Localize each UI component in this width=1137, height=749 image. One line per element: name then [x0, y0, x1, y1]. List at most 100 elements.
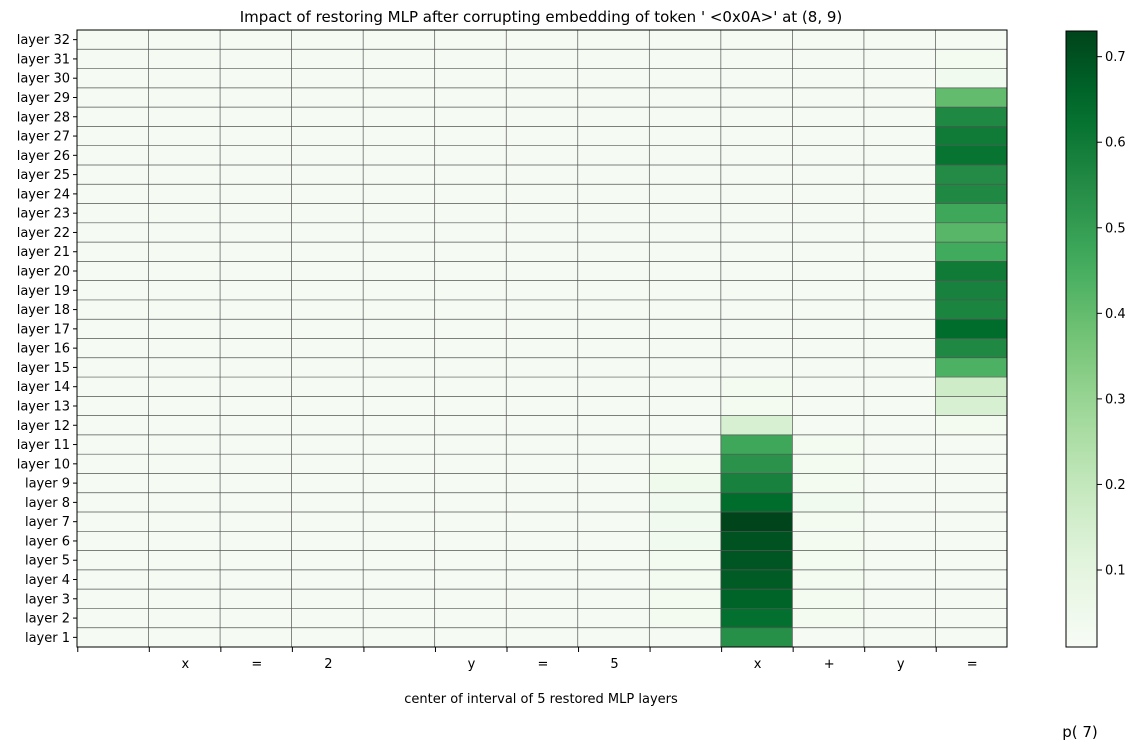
heatmap-cell	[291, 68, 364, 89]
x-tick-label: =	[967, 657, 978, 672]
heatmap-cell	[720, 299, 793, 320]
heatmap-cell	[77, 242, 150, 262]
heatmap-cell	[863, 222, 936, 243]
heatmap-cell	[935, 87, 1008, 108]
colorbar-tick-label: 0.6	[1105, 136, 1126, 151]
heatmap-cell	[506, 126, 579, 147]
heatmap-cell	[506, 203, 579, 224]
heatmap-cell	[148, 126, 221, 147]
heatmap-cell	[792, 261, 865, 282]
y-tick-label: layer 32	[17, 33, 70, 48]
heatmap-cell	[863, 87, 936, 108]
heatmap-cell	[291, 396, 364, 417]
heatmap-cell	[220, 531, 293, 552]
heatmap-cell	[506, 261, 579, 282]
plot-frame	[76, 29, 1008, 648]
heatmap-cell	[77, 222, 150, 243]
y-tick-label: layer 17	[17, 322, 70, 337]
heatmap-cell	[506, 338, 579, 359]
heatmap-cell	[577, 319, 650, 339]
heatmap-cell	[291, 589, 364, 609]
heatmap-cell	[935, 164, 1008, 185]
heatmap-cell	[935, 531, 1008, 552]
heatmap-cell	[363, 87, 436, 108]
heatmap-cell	[77, 492, 150, 513]
heatmap-cell	[792, 203, 865, 224]
heatmap-cell	[720, 87, 793, 108]
heatmap-cell	[577, 164, 650, 185]
heatmap-cell	[863, 164, 936, 185]
heatmap-cell	[506, 164, 579, 185]
heatmap-cell	[148, 107, 221, 127]
heatmap-cell	[792, 589, 865, 609]
heatmap-cell	[792, 608, 865, 629]
heatmap-cell	[220, 319, 293, 339]
heatmap-cell	[291, 107, 364, 127]
heatmap-cell	[720, 126, 793, 147]
heatmap-cell	[577, 396, 650, 417]
heatmap-cell	[291, 164, 364, 185]
heatmap-cell	[577, 30, 650, 50]
heatmap-cell	[148, 145, 221, 166]
y-tick-label: layer 2	[25, 612, 70, 627]
y-tick-label: layer 1	[25, 631, 70, 646]
heatmap-cell	[649, 126, 722, 147]
heatmap-cell	[577, 49, 650, 70]
heatmap-cell	[434, 608, 507, 629]
heatmap-cell	[649, 338, 722, 359]
heatmap-cell	[577, 87, 650, 108]
heatmap-cell	[863, 145, 936, 166]
heatmap-cell	[649, 222, 722, 243]
heatmap-cell	[792, 550, 865, 571]
heatmap-cell	[148, 184, 221, 205]
heatmap-cell	[291, 338, 364, 359]
heatmap-cell	[506, 280, 579, 301]
heatmap-cell	[649, 454, 722, 474]
heatmap-cell	[649, 396, 722, 417]
heatmap-cell	[220, 608, 293, 629]
heatmap-cell	[434, 280, 507, 301]
heatmap-cell	[434, 126, 507, 147]
heatmap-cell	[77, 261, 150, 282]
heatmap-cell	[148, 49, 221, 70]
heatmap-cell	[720, 164, 793, 185]
heatmap-cell	[649, 242, 722, 262]
heatmap-cell	[363, 280, 436, 301]
x-tick-label: =	[538, 657, 549, 672]
heatmap-cell	[220, 550, 293, 571]
heatmap-cell	[506, 319, 579, 339]
heatmap-cell	[220, 415, 293, 436]
heatmap-cell	[792, 357, 865, 378]
y-tick-label: layer 14	[17, 380, 70, 395]
heatmap-cell	[77, 319, 150, 339]
heatmap-cell	[720, 415, 793, 436]
heatmap-cell	[291, 87, 364, 108]
heatmap-cell	[291, 377, 364, 397]
heatmap-cell	[863, 454, 936, 474]
heatmap-cell	[363, 30, 436, 50]
heatmap-cell	[363, 107, 436, 127]
heatmap-cell	[77, 569, 150, 590]
y-tick-label: layer 10	[17, 457, 70, 472]
heatmap-cell	[220, 126, 293, 147]
heatmap-cell	[77, 299, 150, 320]
heatmap-cell	[434, 492, 507, 513]
heatmap-cell	[363, 261, 436, 282]
heatmap-cell	[792, 87, 865, 108]
heatmap-cell	[363, 415, 436, 436]
heatmap-cell	[577, 203, 650, 224]
heatmap-cell	[863, 473, 936, 494]
heatmap-cell	[649, 357, 722, 378]
heatmap-cell	[792, 627, 865, 648]
y-tick-label: layer 22	[17, 226, 70, 241]
heatmap-cell	[291, 627, 364, 648]
heatmap-cell	[863, 30, 936, 50]
y-tick-label: layer 21	[17, 245, 70, 260]
heatmap-cell	[506, 434, 579, 455]
heatmap-cell	[649, 164, 722, 185]
heatmap-cell	[792, 569, 865, 590]
heatmap-cell	[77, 377, 150, 397]
x-tick-label: =	[251, 657, 262, 672]
heatmap-cell	[148, 569, 221, 590]
heatmap-cell	[649, 299, 722, 320]
